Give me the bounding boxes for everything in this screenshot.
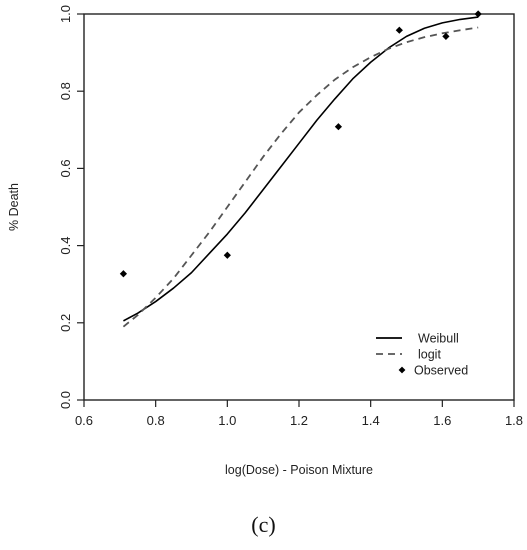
- x-axis: 0.6 0.8 1.0 1.2 1.4 1.6 1.8: [75, 400, 523, 428]
- observed-point: [223, 251, 231, 259]
- y-tick-label: 0.6: [58, 159, 73, 177]
- x-tick-label: 1.8: [505, 413, 523, 428]
- observed-point: [119, 270, 128, 278]
- observed-point: [474, 10, 482, 18]
- x-tick-label: 1.4: [362, 413, 380, 428]
- legend-label-logit: logit: [418, 348, 441, 362]
- legend-label-observed: Observed: [414, 364, 468, 378]
- y-axis-label: % Death: [7, 183, 21, 231]
- figure-caption: (c): [251, 512, 276, 537]
- dose-response-chart: 0.6 0.8 1.0 1.2 1.4 1.6 1.8 0.0 0.2 0.4 0.6 0.8 1.0…: [7, 5, 523, 477]
- x-tick-label: 1.0: [218, 413, 236, 428]
- legend: Weibull logit Observed: [376, 332, 468, 378]
- observed-point: [395, 26, 403, 34]
- y-tick-label: 0.8: [58, 82, 73, 100]
- x-tick-label: 1.6: [433, 413, 451, 428]
- y-tick-label: 0.0: [58, 391, 73, 409]
- weibull-curve: [123, 16, 479, 322]
- y-tick-label: 1.0: [58, 5, 73, 23]
- logit-curve: [122, 26, 479, 328]
- series-layer: [119, 10, 482, 328]
- observed-point: [334, 123, 343, 131]
- x-axis-label: log(Dose) - Poison Mixture: [225, 463, 373, 477]
- observed-point: [442, 32, 450, 40]
- x-tick-label: 0.8: [147, 413, 165, 428]
- x-tick-label: 1.2: [290, 413, 308, 428]
- y-axis: 0.0 0.2 0.4 0.6 0.8 1.0: [58, 5, 84, 409]
- x-tick-label: 0.6: [75, 413, 93, 428]
- legend-marker-observed: [398, 366, 406, 374]
- legend-label-weibull: Weibull: [418, 332, 459, 346]
- y-tick-label: 0.2: [58, 314, 73, 332]
- y-tick-label: 0.4: [58, 237, 73, 255]
